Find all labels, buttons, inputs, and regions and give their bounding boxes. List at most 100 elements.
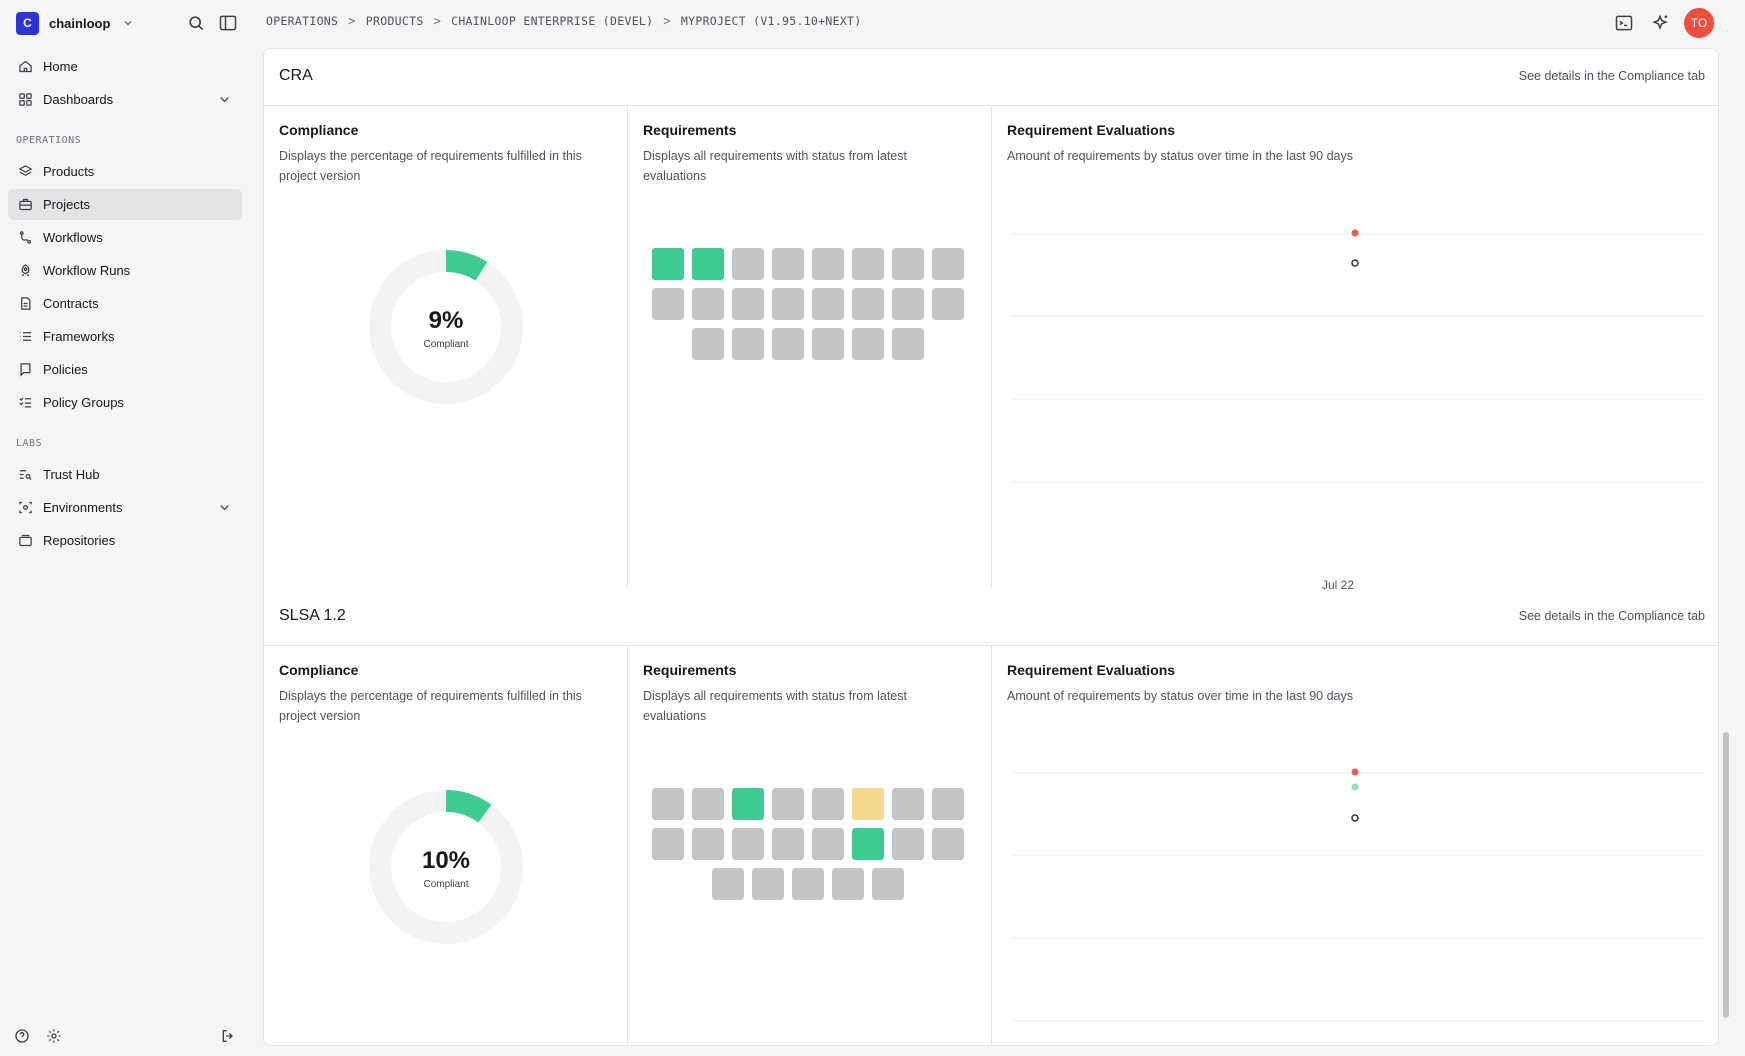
- sidebar-item-policy-groups[interactable]: Policy Groups: [8, 387, 242, 418]
- terminal-icon[interactable]: [1614, 13, 1634, 33]
- requirement-status-cell[interactable]: [932, 828, 964, 860]
- briefcase-icon: [19, 198, 32, 211]
- pass-data-point[interactable]: [1351, 783, 1359, 791]
- requirement-status-cell[interactable]: [872, 868, 904, 900]
- sidebar-item-workflow-runs[interactable]: Workflow Runs: [8, 255, 242, 286]
- requirement-status-cell[interactable]: [852, 248, 884, 280]
- requirement-status-cell[interactable]: [852, 288, 884, 320]
- requirement-status-cell[interactable]: [652, 288, 684, 320]
- requirement-status-cell[interactable]: [652, 788, 684, 820]
- requirement-status-cell[interactable]: [772, 828, 804, 860]
- requirement-status-cell[interactable]: [852, 328, 884, 360]
- org-avatar: C: [16, 11, 39, 35]
- none-data-point[interactable]: [1351, 259, 1359, 267]
- fail-data-point[interactable]: [1351, 229, 1359, 237]
- section-label-operations: OPERATIONS: [16, 135, 82, 146]
- requirement-status-cell[interactable]: [732, 328, 764, 360]
- requirement-status-cell[interactable]: [692, 828, 724, 860]
- requirement-status-cell[interactable]: [692, 288, 724, 320]
- requirement-status-cell[interactable]: [812, 288, 844, 320]
- requirements-column: Requirements Displays all requirements w…: [628, 646, 992, 1045]
- requirement-status-cell[interactable]: [892, 328, 924, 360]
- requirement-status-cell[interactable]: [772, 288, 804, 320]
- requirement-status-cell[interactable]: [892, 828, 924, 860]
- sidebar-item-label: Contracts: [43, 296, 99, 311]
- requirement-status-cell[interactable]: [652, 248, 684, 280]
- requirement-status-cell[interactable]: [772, 328, 804, 360]
- evaluations-description: Amount of requirements by status over ti…: [1007, 689, 1354, 703]
- dashboard-icon: [19, 93, 32, 106]
- user-avatar[interactable]: TO: [1684, 8, 1714, 38]
- requirement-status-cell[interactable]: [732, 788, 764, 820]
- sidebar-item-projects[interactable]: Projects: [8, 189, 242, 220]
- requirement-status-cell[interactable]: [692, 248, 724, 280]
- compliance-donut: 9% Compliant: [368, 249, 524, 405]
- requirement-status-cell[interactable]: [692, 328, 724, 360]
- layers-icon: [18, 165, 33, 176]
- requirement-status-cell[interactable]: [772, 788, 804, 820]
- breadcrumb-item-products[interactable]: PRODUCTS: [365, 14, 424, 28]
- requirement-status-cell[interactable]: [812, 248, 844, 280]
- requirement-status-cell[interactable]: [772, 248, 804, 280]
- sidebar-item-products[interactable]: Products: [8, 156, 242, 187]
- breadcrumb-item-product[interactable]: CHAINLOOP ENTERPRISE (DEVEL): [451, 14, 654, 28]
- compliance-tab-link[interactable]: See details in the Compliance tab: [1518, 69, 1705, 83]
- sidebar-item-trust-hub[interactable]: Trust Hub: [8, 459, 242, 490]
- fail-data-point[interactable]: [1351, 768, 1359, 776]
- requirement-status-cell[interactable]: [732, 828, 764, 860]
- sidebar-item-home[interactable]: Home: [8, 51, 242, 82]
- requirement-status-cell[interactable]: [812, 828, 844, 860]
- scrollbar-thumb[interactable]: [1723, 732, 1729, 1018]
- sidebar-item-label: Dashboards: [43, 92, 114, 107]
- requirement-status-cell[interactable]: [852, 828, 884, 860]
- org-switcher[interactable]: C chainloop: [16, 11, 134, 35]
- none-data-point[interactable]: [1351, 814, 1359, 822]
- requirements-description: Displays all requirements with status fr…: [643, 149, 907, 183]
- repository-icon: [19, 534, 32, 547]
- requirements-grid: [652, 788, 972, 908]
- framework-title: CRA: [279, 67, 313, 84]
- sidebar-item-dashboards[interactable]: Dashboards: [8, 84, 242, 115]
- gear-icon[interactable]: [46, 1028, 62, 1044]
- requirement-status-cell[interactable]: [812, 788, 844, 820]
- sidebar-toggle-icon[interactable]: [218, 13, 238, 33]
- sidebar-item-contracts[interactable]: Contracts: [8, 288, 242, 319]
- requirement-status-cell[interactable]: [792, 868, 824, 900]
- chevron-down-icon: [220, 97, 229, 103]
- workflow-icon: [19, 231, 32, 244]
- requirement-status-cell[interactable]: [712, 868, 744, 900]
- sidebar-item-policies[interactable]: Policies: [8, 354, 242, 385]
- requirement-status-cell[interactable]: [652, 828, 684, 860]
- requirement-status-cell[interactable]: [892, 248, 924, 280]
- evaluations-description: Amount of requirements by status over ti…: [1007, 149, 1354, 163]
- help-icon[interactable]: [14, 1028, 30, 1044]
- sidebar-item-environments[interactable]: Environments: [8, 492, 242, 523]
- requirement-status-cell[interactable]: [892, 788, 924, 820]
- requirement-status-cell[interactable]: [732, 288, 764, 320]
- sparkle-icon[interactable]: [1650, 13, 1670, 33]
- requirement-status-cell[interactable]: [932, 288, 964, 320]
- requirement-status-cell[interactable]: [692, 788, 724, 820]
- sidebar-item-repositories[interactable]: Repositories: [8, 525, 242, 556]
- search-icon[interactable]: [186, 13, 206, 33]
- sidebar-item-frameworks[interactable]: Frameworks: [8, 321, 242, 352]
- requirement-status-cell[interactable]: [932, 248, 964, 280]
- requirement-status-cell[interactable]: [832, 868, 864, 900]
- requirement-status-cell[interactable]: [932, 788, 964, 820]
- section-label-labs: LABS: [16, 438, 43, 449]
- search-list-icon: [19, 470, 32, 480]
- requirement-status-cell[interactable]: [852, 788, 884, 820]
- requirement-status-cell[interactable]: [752, 868, 784, 900]
- sidebar-item-label: Policies: [43, 362, 88, 377]
- compliance-caption: Compliant: [423, 339, 469, 350]
- requirement-status-cell[interactable]: [892, 288, 924, 320]
- sidebar-item-workflows[interactable]: Workflows: [8, 222, 242, 253]
- sidebar-item-label: Home: [43, 59, 78, 74]
- chevron-right-icon: >: [433, 14, 442, 28]
- compliance-tab-link[interactable]: See details in the Compliance tab: [1518, 609, 1705, 623]
- list-icon: [19, 332, 32, 341]
- requirement-status-cell[interactable]: [812, 328, 844, 360]
- requirement-status-cell[interactable]: [732, 248, 764, 280]
- breadcrumb-item-operations[interactable]: OPERATIONS: [266, 14, 339, 28]
- logout-icon[interactable]: [220, 1028, 236, 1044]
